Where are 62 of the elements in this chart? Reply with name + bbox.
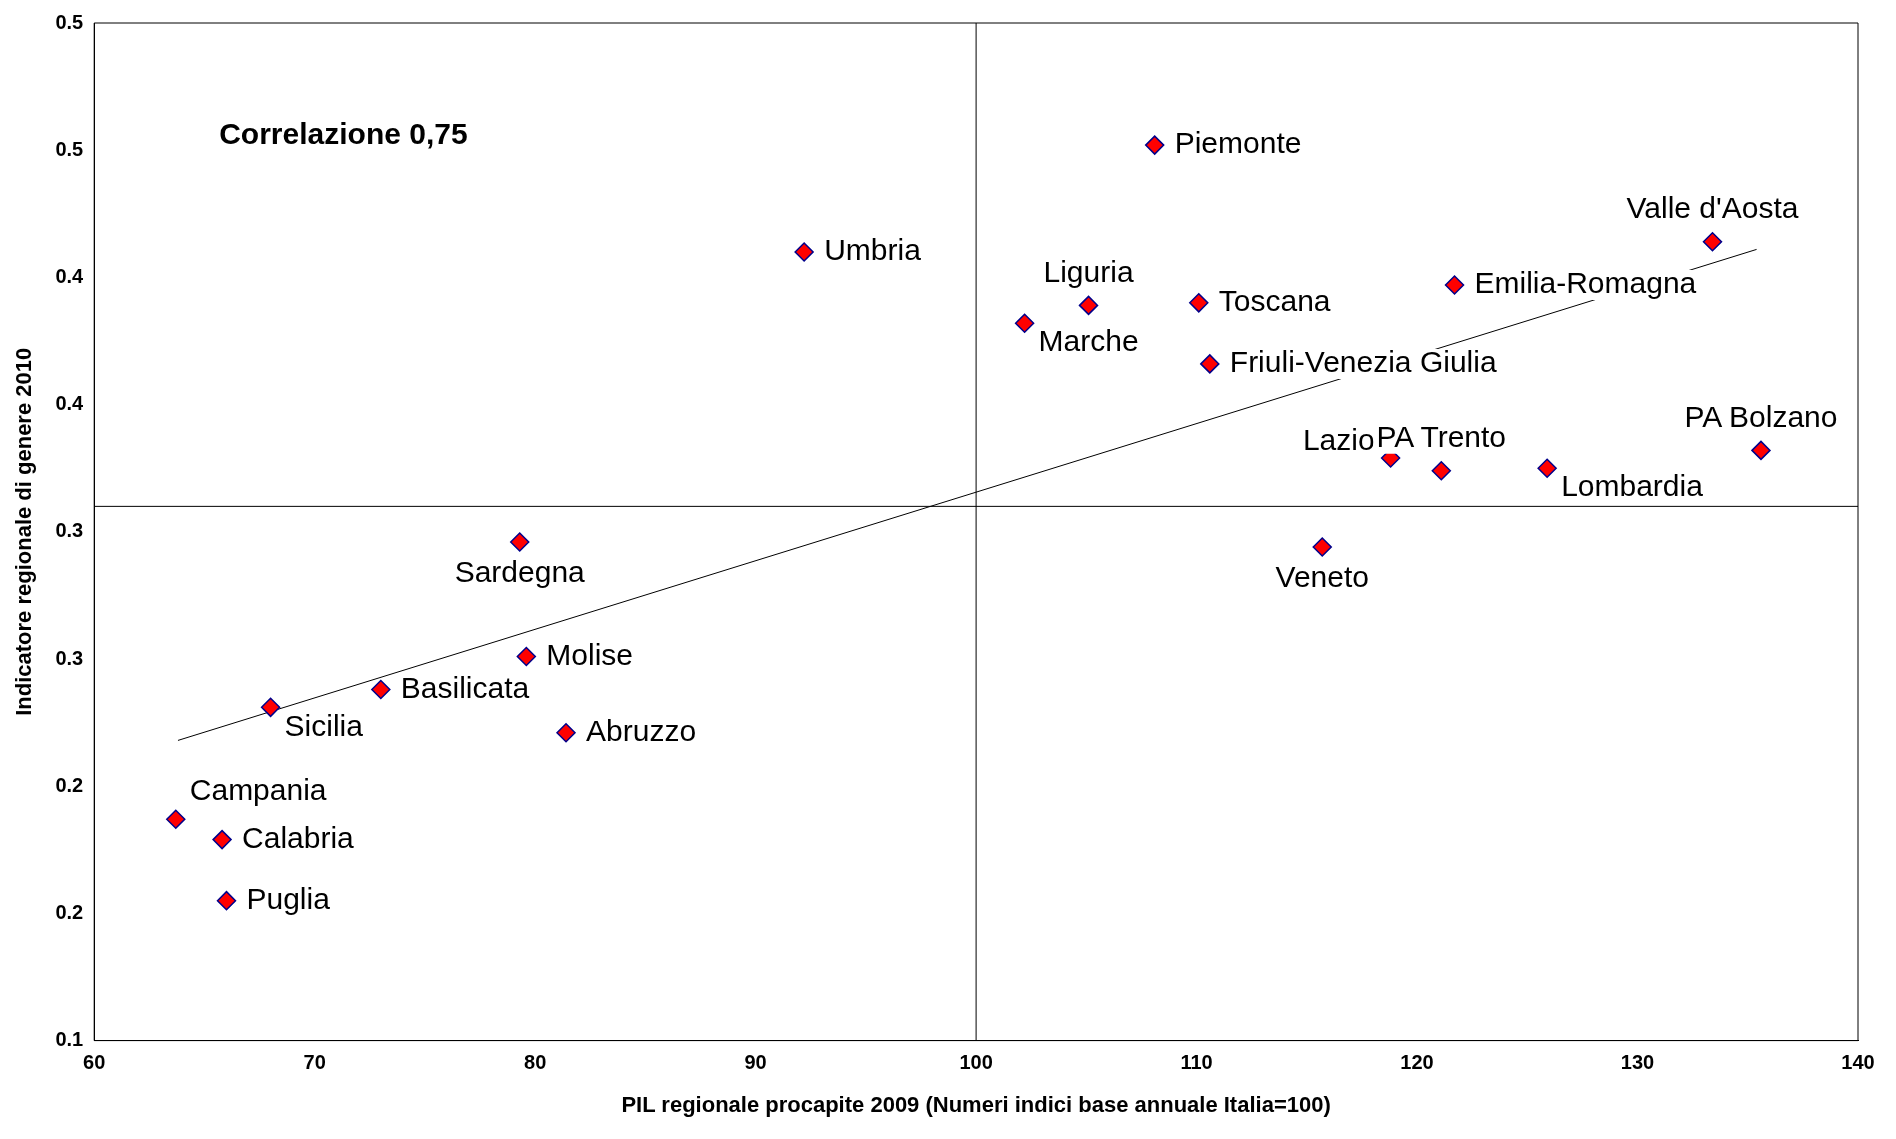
y-tick-label: 0.5 xyxy=(55,137,84,160)
annotation: Piemonte xyxy=(1174,126,1302,160)
point xyxy=(1200,354,1220,374)
point xyxy=(794,242,814,262)
annotation: Sardegna xyxy=(454,555,586,589)
y-tick-label: 0.1 xyxy=(55,1028,84,1051)
point xyxy=(1444,275,1465,295)
annotation: Lombardia xyxy=(1561,469,1704,503)
x-tick-label: 60 xyxy=(83,1051,106,1074)
point xyxy=(556,723,576,743)
y-tick-label: 0.4 xyxy=(55,264,85,287)
annotation: Veneto xyxy=(1275,560,1369,594)
x-tick-label: 120 xyxy=(1400,1051,1434,1074)
y-tick-label: 0.4 xyxy=(55,392,85,415)
annotation: Abruzzo xyxy=(586,714,697,748)
annotation: Toscana xyxy=(1218,284,1331,318)
x-tick-label: 70 xyxy=(303,1051,326,1074)
x-tick-label: 130 xyxy=(1620,1051,1655,1074)
point xyxy=(1312,537,1332,557)
annotation: Emilia-Romagna xyxy=(1474,266,1697,300)
annotation: Campania xyxy=(189,772,327,806)
y-tick-label: 0.3 xyxy=(55,519,84,542)
annotation: Molise xyxy=(546,637,634,671)
annotation: Marche xyxy=(1038,324,1139,358)
point xyxy=(509,532,530,552)
point xyxy=(260,697,281,718)
y-tick-label: 0.2 xyxy=(55,900,84,923)
y-tick-label: 0.2 xyxy=(55,773,84,796)
annotation: Valle d'Aosta xyxy=(1626,191,1799,225)
point xyxy=(1702,232,1723,252)
annotation: Correlazione 0,75 xyxy=(219,117,468,151)
y-tick-label: 0.5 xyxy=(55,10,84,33)
annotation: PA Trento xyxy=(1376,420,1507,454)
point xyxy=(166,809,186,830)
x-tick-label: 100 xyxy=(959,1051,993,1074)
x-tick-label: 110 xyxy=(1180,1051,1213,1074)
y-axis-title: Indicatore regionale di genere 2010 xyxy=(11,347,37,716)
x-tick-label: 140 xyxy=(1841,1051,1875,1074)
annotation: Friuli-Venezia Giulia xyxy=(1229,345,1497,379)
y-tick-label: 0.3 xyxy=(55,646,84,669)
x-tick-label: 90 xyxy=(744,1051,767,1074)
point xyxy=(1751,440,1771,461)
annotation: Liguria xyxy=(1043,254,1134,288)
annotation: Puglia xyxy=(246,881,331,915)
point xyxy=(1431,460,1452,481)
point xyxy=(212,829,232,850)
point xyxy=(1078,295,1099,316)
annotation: Calabria xyxy=(242,820,355,854)
point xyxy=(1014,313,1035,333)
point xyxy=(1144,135,1165,155)
point xyxy=(1537,458,1557,478)
point xyxy=(516,646,537,667)
annotation: Basilicata xyxy=(400,670,530,704)
annotation: Umbria xyxy=(824,233,922,267)
point xyxy=(216,890,237,911)
annotation: Sicilia xyxy=(284,708,364,742)
point xyxy=(1189,293,1209,313)
x-tick-label: 80 xyxy=(524,1051,547,1074)
x-axis-title: PIL regionale procapite 2009 (Numeri indici base annuale Italia=100) xyxy=(621,1091,1331,1117)
point xyxy=(371,679,391,700)
annotation: Lazio xyxy=(1302,423,1375,457)
annotation: PA Bolzano xyxy=(1684,399,1838,433)
